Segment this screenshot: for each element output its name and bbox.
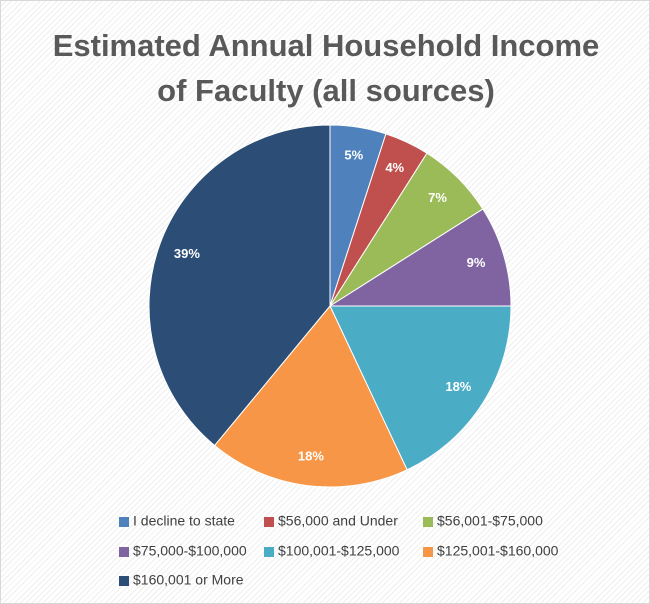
- legend-label: $56,000 and Under: [278, 513, 398, 529]
- legend-label: $125,001-$160,000: [437, 543, 559, 559]
- pie-slice: [329, 305, 512, 471]
- pie-slice: [328, 208, 512, 307]
- pie-slice: [213, 305, 408, 488]
- data-label: 18%: [445, 379, 471, 394]
- chart-title: Estimated Annual Household Income of Fac…: [52, 28, 600, 108]
- legend-swatch: [119, 517, 129, 527]
- legend-label: $75,000-$100,000: [133, 543, 247, 559]
- pie-slice: [148, 124, 331, 447]
- legend-label: $56,001-$75,000: [437, 513, 543, 529]
- data-label: 9%: [467, 255, 486, 270]
- data-label: 5%: [344, 147, 363, 162]
- legend-swatch: [264, 517, 274, 527]
- legend-label: $160,001 or More: [133, 572, 244, 588]
- legend-swatch: [119, 576, 129, 586]
- legend-label: $100,001-$125,000: [278, 543, 400, 559]
- legend-swatch: [264, 547, 274, 557]
- legend-swatch: [423, 517, 433, 527]
- legend-label: I decline to state: [133, 513, 235, 529]
- data-label: 18%: [298, 448, 324, 463]
- data-label: 39%: [174, 246, 200, 261]
- legend-swatch: [119, 547, 129, 557]
- data-label: 4%: [385, 160, 404, 175]
- legend-swatch: [423, 547, 433, 557]
- data-label: 7%: [428, 190, 447, 205]
